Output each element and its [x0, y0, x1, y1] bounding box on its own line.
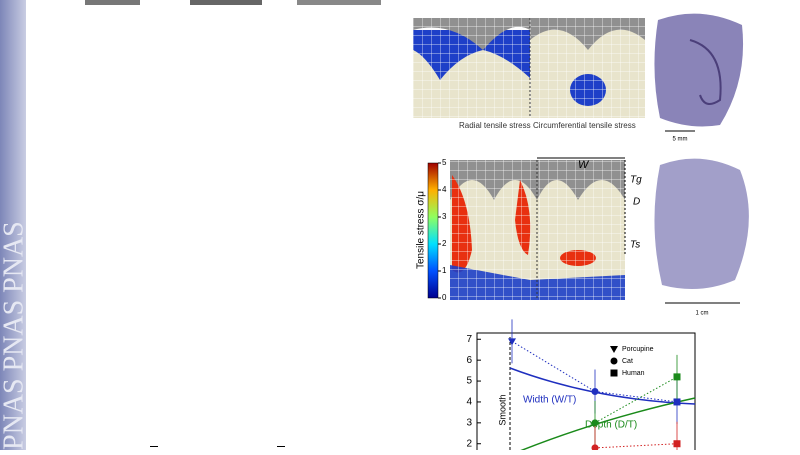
legend-label: Human: [622, 370, 645, 377]
dimension-label: Ts: [630, 240, 640, 251]
colorbar: [427, 162, 439, 299]
connector: [511, 340, 596, 392]
caption: Radial tensile stress: [459, 121, 531, 130]
colorbar-tick-label: 3: [442, 212, 447, 221]
marker: [610, 346, 618, 353]
thumbnail: [297, 0, 381, 5]
marker: [673, 440, 681, 448]
top-figure: [413, 18, 645, 118]
dimension-label: W: [578, 159, 590, 171]
model-curve: [509, 397, 696, 455]
marker: [610, 357, 618, 365]
colorbar-tick-label: 2: [442, 239, 447, 248]
side-strip: [0, 0, 26, 450]
colorbar-tick-label: 1: [442, 266, 447, 275]
y-tick-label: 3: [466, 417, 472, 428]
dimension-label: D: [633, 197, 640, 208]
thumbnail: [190, 0, 262, 5]
legend-label: Porcupine: [622, 346, 654, 353]
brain-image: [654, 158, 749, 289]
colorbar-tick-label: 0: [442, 293, 447, 302]
y-tick-label: 4: [466, 397, 472, 408]
model-curve: [509, 367, 696, 405]
marker: [673, 373, 681, 381]
series-label: Width (W/T): [523, 395, 576, 406]
y-tick-label: 2: [466, 438, 472, 449]
thumbnail: [85, 0, 140, 5]
dimension-label: Tg: [630, 175, 642, 186]
connector: [594, 376, 678, 424]
y-tick-label: 6: [466, 355, 472, 366]
y-tick-label: 5: [466, 376, 472, 387]
legend-label: Cat: [622, 358, 633, 365]
marker: [673, 398, 681, 406]
mark: [277, 446, 285, 447]
region-label: Smooth: [497, 394, 507, 425]
colorbar-tick-label: 5: [442, 158, 447, 167]
watermark: PNAS PNAS PNAS: [0, 221, 29, 450]
scale-label: 1 cm: [695, 311, 708, 317]
series-label: Depth (D/T): [585, 420, 637, 431]
brain-image: [689, 39, 722, 105]
y-tick-label: 7: [466, 334, 472, 345]
plot-frame: [476, 332, 696, 455]
caption: Circumferential tensile stress: [533, 121, 636, 130]
stress-figure: [450, 157, 626, 300]
colorbar-tick-label: 4: [442, 185, 447, 194]
colorbar-label: Tensile stress σ/μ: [416, 191, 427, 269]
scale-label: 5 mm: [673, 137, 688, 143]
mark: [150, 446, 158, 447]
marker: [610, 369, 618, 377]
